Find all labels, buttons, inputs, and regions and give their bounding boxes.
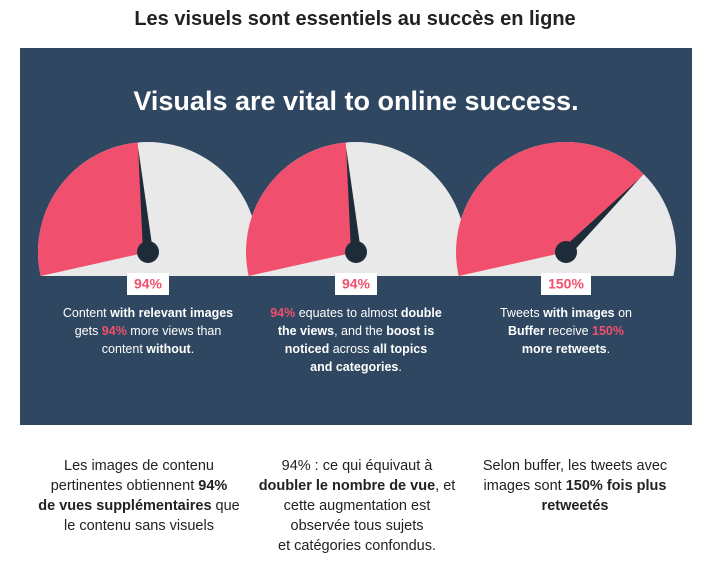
text: 150% bbox=[592, 324, 625, 338]
gauge-fill bbox=[37, 142, 148, 276]
gauge-needle bbox=[138, 147, 153, 253]
text: retweetés bbox=[541, 498, 609, 514]
value-label: 94% bbox=[134, 276, 163, 292]
text: 94% : ce qui équivaut à bbox=[281, 458, 433, 474]
caption: Content with relevant images gets 94% mo… bbox=[48, 304, 248, 358]
text: all topics bbox=[373, 342, 428, 356]
text: Content bbox=[62, 306, 111, 320]
text: . bbox=[190, 342, 195, 356]
text: receive bbox=[544, 324, 593, 338]
text: . bbox=[606, 342, 611, 356]
text-line: cette augmentation est bbox=[242, 496, 472, 516]
text: double bbox=[400, 306, 442, 320]
text-line: images sont 150% fois plus bbox=[460, 476, 690, 496]
text: more retweets bbox=[521, 342, 607, 356]
caption-line: Content with relevant images bbox=[48, 304, 248, 322]
caption-line: noticed across all topics bbox=[256, 340, 456, 358]
text-line: doubler le nombre de vue, et bbox=[242, 476, 472, 496]
gauge-hub bbox=[137, 241, 159, 263]
text: et catégories confondus. bbox=[278, 538, 436, 554]
text: , and the bbox=[334, 324, 387, 338]
text-line: Les images de contenu bbox=[24, 456, 254, 476]
caption-line: 94% equates to almost double bbox=[256, 304, 456, 322]
page-title: Les visuels sont essentiels au succès en… bbox=[134, 8, 576, 30]
text: content bbox=[101, 342, 147, 356]
caption-line: and categories. bbox=[256, 358, 456, 376]
caption-line: Buffer receive 150% bbox=[466, 322, 666, 340]
text-line: observée tous sujets bbox=[242, 516, 472, 536]
text: le contenu sans visuels bbox=[64, 518, 214, 534]
gauge-fill bbox=[245, 142, 356, 276]
infographic-heading: Visuals are vital to online success. bbox=[133, 86, 579, 116]
text: pertinentes obtiennent bbox=[50, 478, 199, 494]
caption-line: gets 94% more views than bbox=[48, 322, 248, 340]
text: 150% fois plus bbox=[565, 478, 667, 494]
text: 94% bbox=[198, 478, 228, 494]
text: equates to almost bbox=[295, 306, 401, 320]
text: 94% bbox=[101, 324, 127, 338]
text: doubler le nombre de vue bbox=[258, 478, 436, 494]
value-label: 94% bbox=[342, 276, 371, 292]
value-label: 150% bbox=[548, 276, 584, 292]
text-line: 94% : ce qui équivaut à bbox=[242, 456, 472, 476]
text: Les images de contenu bbox=[64, 458, 214, 474]
text-line: retweetés bbox=[460, 496, 690, 516]
text: noticed bbox=[284, 342, 330, 356]
gauge-hub bbox=[555, 241, 577, 263]
caption: 94% equates to almost double the views, … bbox=[256, 304, 456, 376]
text: with relevant images bbox=[110, 306, 234, 320]
text: cette augmentation est bbox=[283, 498, 431, 514]
text: with images bbox=[543, 306, 615, 320]
text: across bbox=[329, 342, 374, 356]
text: Tweets bbox=[499, 306, 544, 320]
gauge-needle bbox=[346, 147, 361, 253]
caption-line: content without. bbox=[48, 340, 248, 358]
gauge-needle bbox=[562, 178, 640, 256]
column-text: 94% : ce qui équivaut à doubler le nombr… bbox=[242, 456, 472, 556]
value-label-box bbox=[127, 273, 169, 295]
text: . bbox=[398, 360, 402, 374]
text: more views than bbox=[126, 324, 222, 338]
text-line: et catégories confondus. bbox=[242, 536, 472, 556]
text: on bbox=[614, 306, 632, 320]
text: que bbox=[211, 498, 240, 514]
text: without bbox=[146, 342, 191, 356]
text: images sont bbox=[483, 478, 566, 494]
text-line: le contenu sans visuels bbox=[24, 516, 254, 536]
caption-line: more retweets. bbox=[466, 340, 666, 358]
value-label-box bbox=[541, 273, 591, 295]
text: de vues supplémentaires bbox=[38, 498, 212, 514]
text: boost is bbox=[386, 324, 435, 338]
text: the views bbox=[277, 324, 335, 338]
column-text: Les images de contenu pertinentes obtien… bbox=[24, 456, 254, 536]
text-line: Selon buffer, les tweets avec bbox=[460, 456, 690, 476]
text: , et bbox=[435, 478, 456, 494]
text-line: de vues supplémentaires que bbox=[24, 496, 254, 516]
text: 94% bbox=[270, 306, 296, 320]
text-line: pertinentes obtiennent 94% bbox=[24, 476, 254, 496]
caption-line: Tweets with images on bbox=[466, 304, 666, 322]
text: gets bbox=[74, 324, 102, 338]
column-text: Selon buffer, les tweets avec images son… bbox=[460, 456, 690, 516]
text: Selon buffer, les tweets avec bbox=[482, 458, 668, 474]
caption: Tweets with images on Buffer receive 150… bbox=[466, 304, 666, 358]
text: Buffer bbox=[507, 324, 545, 338]
text: and categories bbox=[310, 360, 399, 374]
text: observée tous sujets bbox=[290, 518, 424, 534]
value-label-box bbox=[335, 273, 377, 295]
caption-line: the views, and the boost is bbox=[256, 322, 456, 340]
gauge-fill bbox=[456, 142, 644, 276]
gauge-hub bbox=[345, 241, 367, 263]
